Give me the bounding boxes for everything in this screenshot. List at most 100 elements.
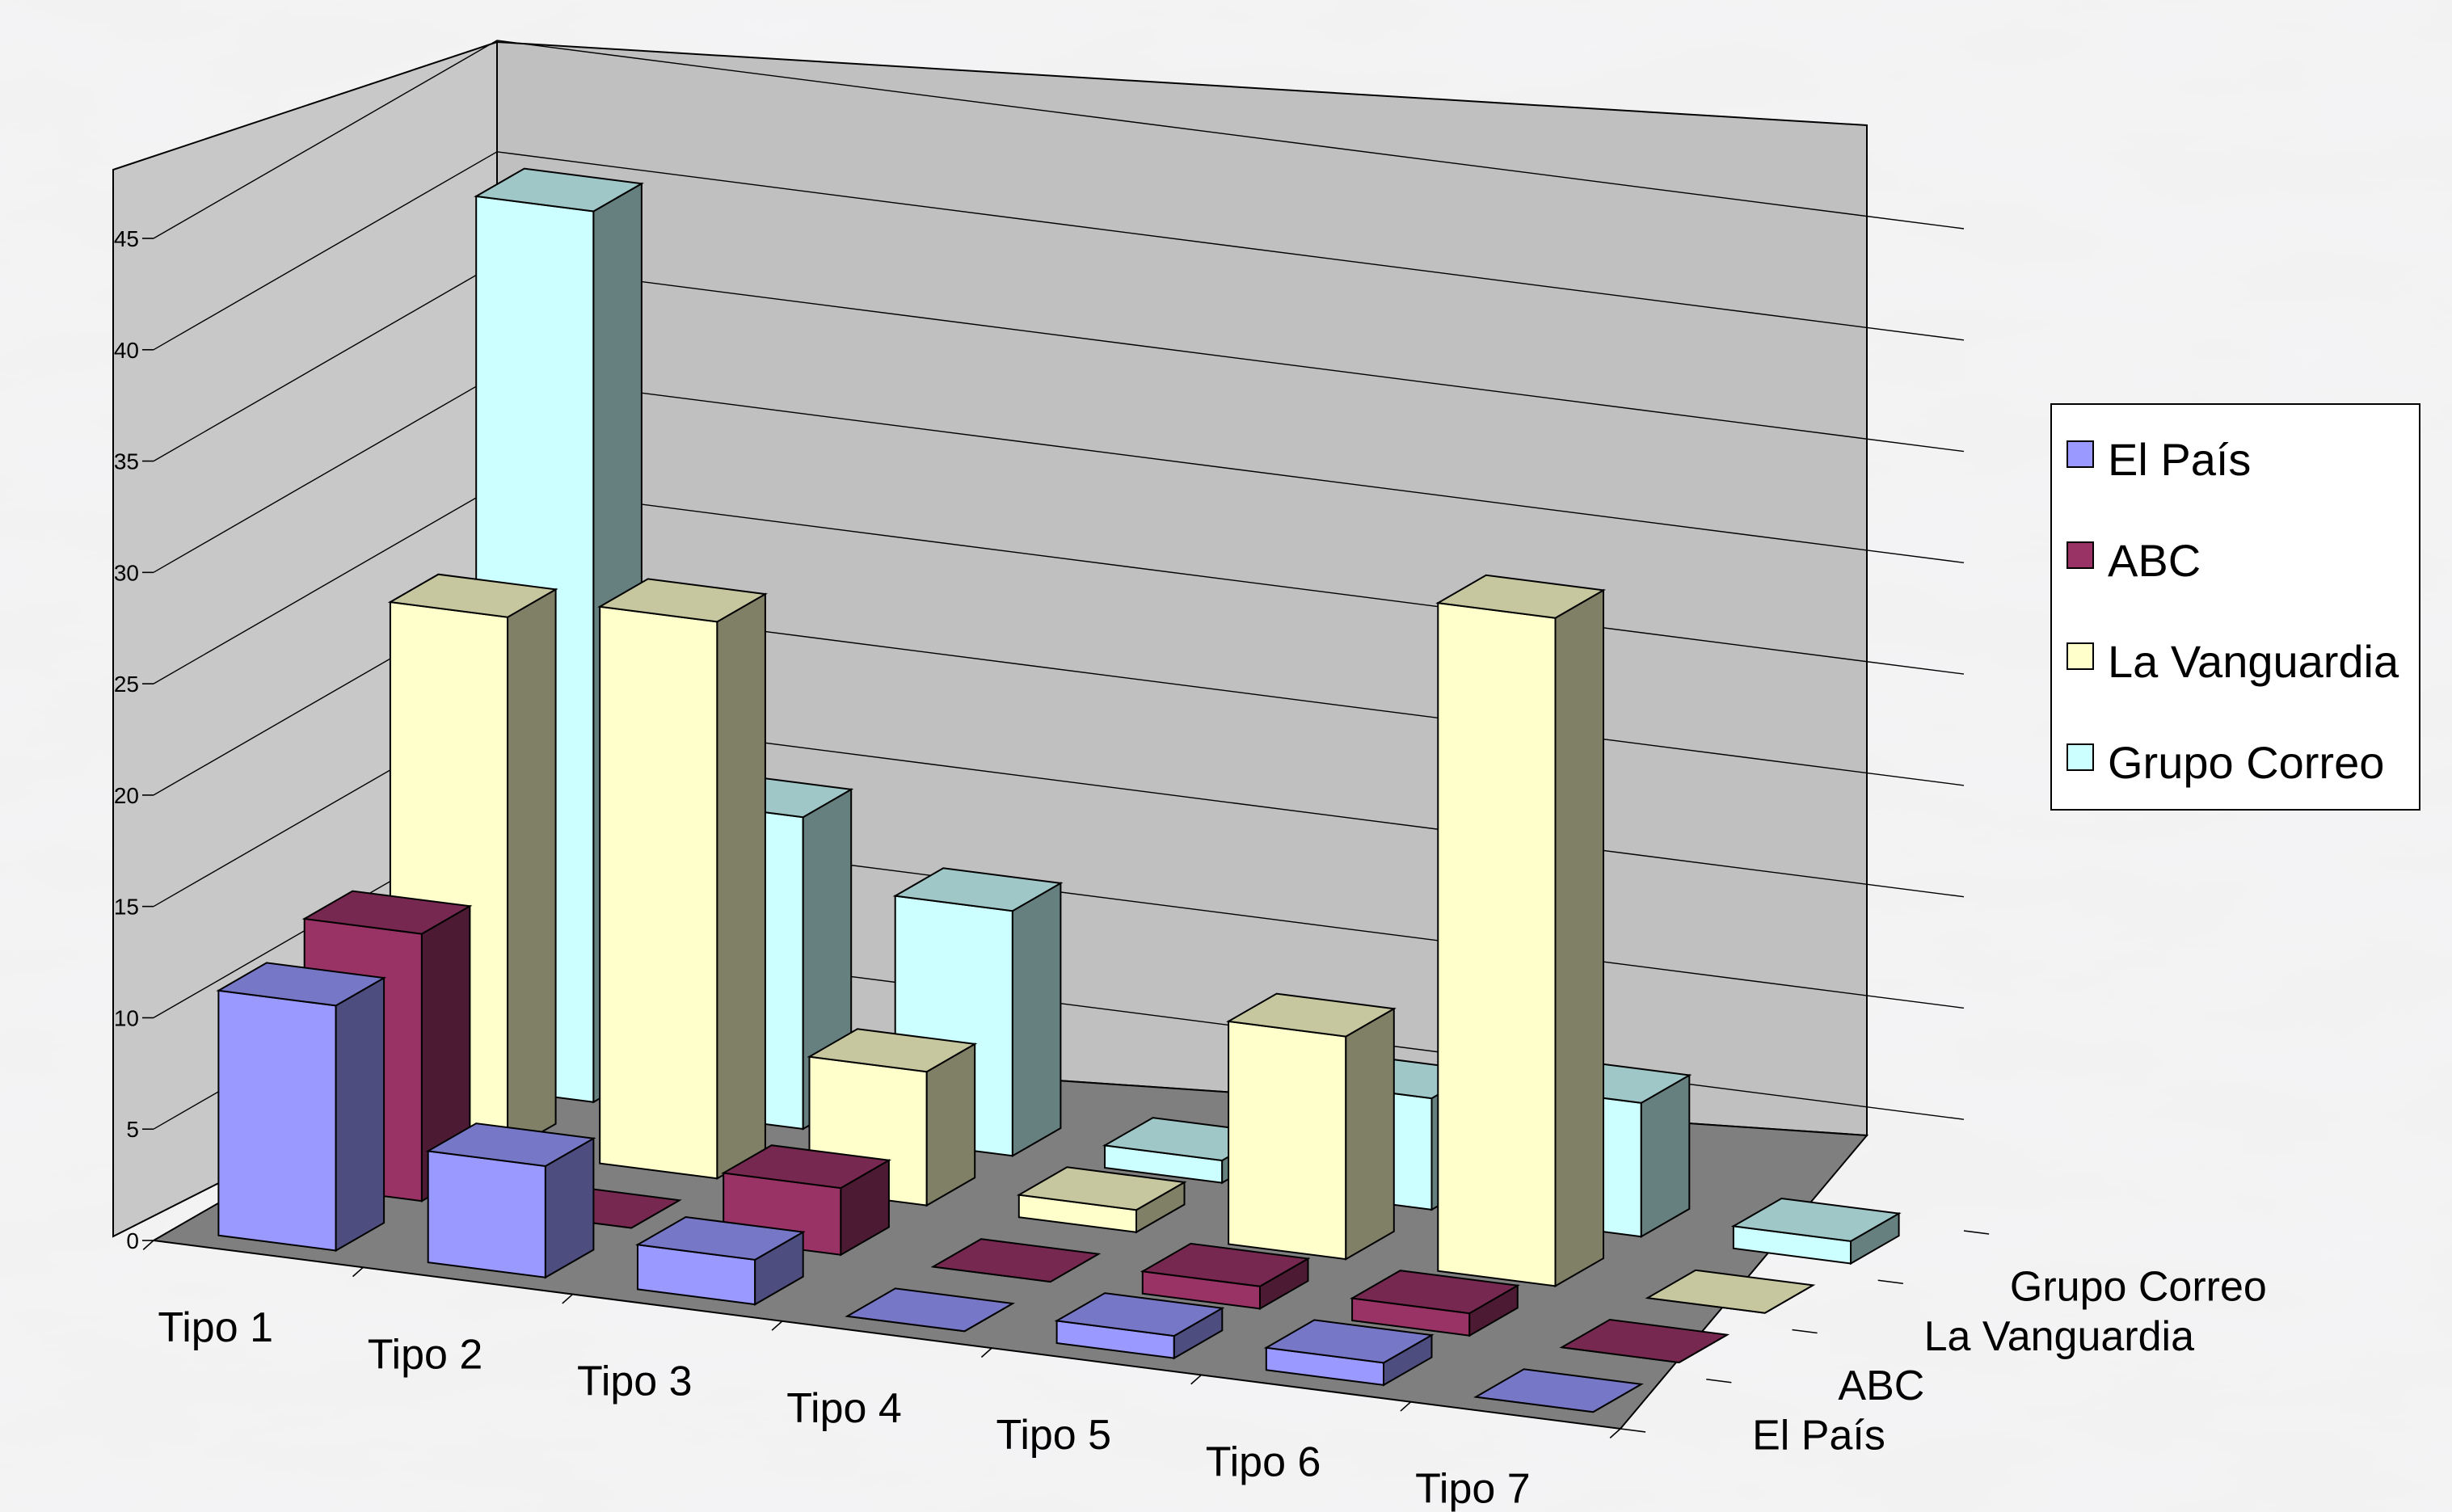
y-axis-ticks xyxy=(142,238,154,1241)
bar xyxy=(1350,1270,1520,1337)
legend-swatch xyxy=(2067,440,2094,468)
y-axis-labels: 0 5 10 15 20 25 30 35 40 45 xyxy=(114,226,139,1253)
bar xyxy=(1645,1269,1816,1314)
series-axis-label: El País xyxy=(1752,1412,1885,1459)
category-tick-mark xyxy=(562,1293,574,1304)
series-tick-mark xyxy=(1963,1230,1990,1235)
legend-label: ABC xyxy=(2108,535,2201,586)
bar xyxy=(1226,992,1397,1261)
y-tick-label: 0 xyxy=(126,1228,139,1253)
bar-top xyxy=(845,1287,1016,1333)
bar-top xyxy=(721,1144,891,1190)
y-tick-label: 25 xyxy=(114,672,139,697)
bar xyxy=(597,578,768,1181)
bar-top xyxy=(1140,1242,1311,1287)
bar-side xyxy=(716,592,766,1181)
bar xyxy=(930,1238,1102,1283)
bar-top xyxy=(930,1238,1102,1283)
bar xyxy=(1473,1368,1644,1413)
bar xyxy=(845,1287,1016,1333)
bar-side xyxy=(335,976,385,1253)
series-axis-label: ABC xyxy=(1838,1362,1924,1409)
bar-top xyxy=(216,962,387,1007)
y-tick-label: 35 xyxy=(114,449,139,474)
category-tick-mark xyxy=(142,1240,154,1250)
bar-top xyxy=(474,167,644,213)
bar-front xyxy=(1228,1020,1347,1261)
category-label: Tipo 6 xyxy=(1206,1438,1321,1485)
series-tick-mark xyxy=(1792,1329,1818,1334)
y-tick-label: 30 xyxy=(114,560,139,585)
bar xyxy=(1263,1319,1435,1387)
bar-top xyxy=(301,890,473,935)
category-label: Tipo 2 xyxy=(368,1331,483,1378)
bar-front xyxy=(217,989,337,1252)
bar-front xyxy=(427,1150,546,1278)
bar-top xyxy=(807,1028,978,1073)
series-axis-labels: El País ABC La Vanguardia Grupo Correo xyxy=(1752,1264,2267,1459)
bar-top xyxy=(1559,1318,1730,1364)
legend-label: Grupo Correo xyxy=(2108,737,2384,788)
bar xyxy=(1559,1318,1730,1364)
bar-side xyxy=(507,588,557,1153)
category-tick-mark xyxy=(1190,1374,1202,1385)
bar-top xyxy=(387,573,558,618)
bar-side xyxy=(1345,1007,1395,1261)
legend-box xyxy=(2050,403,2420,811)
legend: El País ABC La Vanguardia Grupo Correo xyxy=(2050,403,2420,811)
legend-swatch xyxy=(2067,743,2094,771)
category-tick-mark xyxy=(1400,1401,1412,1412)
category-tick-mark xyxy=(352,1266,364,1278)
series-tick-mark xyxy=(1877,1279,1903,1285)
bar xyxy=(1435,574,1607,1288)
category-label: Tipo 3 xyxy=(577,1358,693,1405)
bar-top xyxy=(1435,574,1607,619)
series-tick-mark xyxy=(1706,1378,1732,1384)
bar xyxy=(1140,1242,1311,1311)
bar xyxy=(1016,1166,1187,1234)
category-label: Tipo 1 xyxy=(158,1304,273,1351)
category-labels: Tipo 1 Tipo 2 Tipo 3 Tipo 4 Tipo 5 Tipo … xyxy=(158,1304,1530,1512)
category-label: Tipo 4 xyxy=(786,1385,902,1432)
bar-top xyxy=(425,1122,596,1168)
bar xyxy=(634,1215,806,1306)
bar-front xyxy=(1437,601,1557,1287)
bar xyxy=(1054,1292,1225,1360)
legend-swatch xyxy=(2067,541,2094,569)
bar-top xyxy=(892,867,1064,912)
gridline xyxy=(153,40,1965,239)
category-label: Tipo 7 xyxy=(1415,1466,1531,1512)
bar-side xyxy=(1011,882,1062,1158)
legend-label: La Vanguardia xyxy=(2108,636,2399,687)
legend-label: El País xyxy=(2108,434,2251,485)
bar-top xyxy=(1645,1269,1816,1314)
category-label: Tipo 5 xyxy=(996,1412,1112,1459)
y-tick-label: 5 xyxy=(126,1117,139,1142)
bar xyxy=(216,962,387,1253)
bar-top xyxy=(1730,1197,1902,1242)
y-tick-label: 15 xyxy=(114,895,139,920)
y-tick-label: 45 xyxy=(114,226,139,251)
series-axis-label: Grupo Correo xyxy=(2010,1264,2267,1311)
bar-top xyxy=(597,578,768,623)
category-tick-mark xyxy=(980,1347,992,1358)
series-tick-mark xyxy=(1620,1428,1646,1433)
bar-top xyxy=(1263,1319,1435,1364)
y-tick-label: 40 xyxy=(114,338,139,363)
y-tick-label: 10 xyxy=(114,1005,139,1030)
bar-top xyxy=(1350,1270,1520,1315)
legend-swatch xyxy=(2067,642,2094,670)
bar-top xyxy=(1473,1368,1644,1413)
bar xyxy=(1730,1197,1902,1266)
bar-top xyxy=(1016,1166,1187,1211)
bar xyxy=(425,1122,596,1279)
y-tick-label: 20 xyxy=(114,783,139,808)
bar-top xyxy=(1226,992,1397,1038)
bar-side xyxy=(1554,588,1604,1288)
category-tick-mark xyxy=(1609,1428,1621,1438)
bar-top xyxy=(634,1215,806,1261)
category-tick-mark xyxy=(771,1320,783,1331)
axis-ticks xyxy=(142,1230,1990,1438)
gridline xyxy=(153,151,1965,351)
